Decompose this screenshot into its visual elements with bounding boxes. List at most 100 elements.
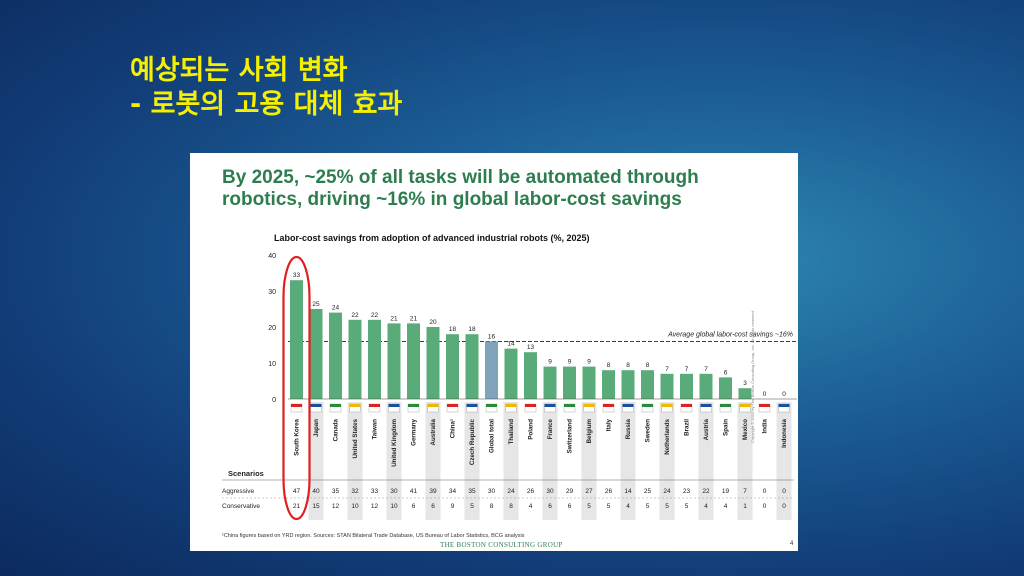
column-band [581, 402, 597, 520]
bar-value-label: 8 [607, 362, 611, 369]
category-label: Switzerland [567, 419, 574, 454]
scenario-value: 5 [607, 503, 611, 510]
bar [621, 370, 635, 399]
bar-value-label: 24 [332, 305, 340, 312]
category-label: China¹ [450, 419, 457, 438]
bar [446, 334, 459, 399]
slide-title-line2: - 로봇의 고용 대체 효과 [130, 89, 403, 120]
scenario-value: 7 [743, 488, 747, 495]
scenario-value: 0 [782, 488, 786, 495]
scenario-value: 35 [468, 488, 476, 495]
scenario-value: 12 [332, 503, 340, 510]
category-label: Mexico [742, 419, 749, 440]
scenario-row-label: Aggressive [222, 488, 255, 495]
bar-value-label: 0 [782, 391, 786, 398]
bar [465, 334, 479, 399]
scenario-value: 21 [293, 503, 301, 510]
scenario-value: 34 [449, 488, 457, 495]
scenario-value: 22 [702, 488, 710, 495]
flag-icon-stripe [427, 404, 439, 407]
chart-panel: By 2025, ~25% of all tasks will be autom… [190, 153, 798, 551]
flag-icon-stripe [408, 404, 419, 407]
category-label: Taiwan [372, 419, 379, 440]
scenario-value: 0 [763, 488, 767, 495]
category-label: Global total [489, 419, 496, 453]
chart-title: Labor-cost savings from adoption of adva… [274, 233, 590, 243]
bar [329, 312, 342, 399]
scenario-value: 12 [371, 503, 379, 510]
scenario-value: 8 [509, 503, 513, 510]
scenario-value: 15 [312, 503, 320, 510]
scenario-value: 5 [646, 503, 650, 510]
category-label: Netherlands [664, 418, 671, 454]
flag-icon-stripe [583, 404, 595, 407]
bar [407, 323, 420, 399]
column-band [386, 402, 402, 520]
scenario-value: 6 [431, 503, 435, 510]
category-label: Belgium [586, 419, 593, 444]
bar-value-label: 18 [468, 326, 476, 333]
bar-value-label: 22 [371, 312, 379, 319]
scenario-value: 30 [488, 488, 496, 495]
y-tick-label: 20 [268, 325, 276, 332]
scenario-value: 25 [644, 488, 652, 495]
scenario-value: 4 [529, 503, 533, 510]
bar-value-label: 14 [507, 341, 515, 348]
bar-value-label: 8 [626, 362, 630, 369]
scenario-value: 24 [663, 488, 671, 495]
scenario-value: 4 [626, 503, 630, 510]
scenario-value: 5 [665, 503, 669, 510]
flag-icon-stripe [291, 404, 302, 407]
scenario-value: 24 [507, 488, 515, 495]
flag-icon-stripe [525, 404, 536, 407]
scenario-value: 8 [490, 503, 494, 510]
bar [602, 370, 615, 399]
column-band [776, 402, 792, 520]
scenario-value: 4 [724, 503, 728, 510]
flag-icon-stripe [622, 404, 634, 407]
scenario-value: 5 [587, 503, 591, 510]
flag-icon-stripe [739, 404, 751, 407]
bar [563, 366, 576, 399]
scenario-row-label: Conservative [222, 503, 260, 510]
bar-value-label: 13 [527, 344, 535, 351]
category-label: Russia [625, 418, 632, 439]
scenario-value: 6 [548, 503, 552, 510]
scenario-value: 26 [605, 488, 613, 495]
brand-logo-text: THE BOSTON CONSULTING GROUP [440, 541, 563, 549]
bar [738, 388, 752, 399]
bar-value-label: 18 [449, 326, 457, 333]
scenario-value: 10 [390, 503, 398, 510]
category-label: France [547, 418, 554, 439]
bar [426, 327, 440, 399]
bar-value-label: 16 [488, 333, 496, 340]
bar-value-label: 20 [429, 319, 437, 326]
column-band [698, 402, 714, 520]
headline-line2: robotics, driving ~16% in global labor-c… [222, 189, 682, 210]
category-label: Japan [313, 419, 320, 437]
scenarios-header: Scenarios [228, 469, 264, 478]
scenario-value: 27 [585, 488, 593, 495]
category-label: Australia [430, 418, 437, 445]
scenario-value: 19 [722, 488, 730, 495]
scenario-value: 6 [412, 503, 416, 510]
scenario-value: 33 [371, 488, 379, 495]
scenario-value: 30 [390, 488, 398, 495]
flag-icon-stripe [388, 404, 400, 407]
bar-value-label: 6 [724, 369, 728, 376]
y-tick-label: 40 [268, 253, 276, 260]
flag-icon-stripe [661, 404, 673, 407]
bar-value-label: 21 [390, 315, 398, 322]
column-band [347, 402, 363, 520]
column-band [659, 402, 675, 520]
scenario-value: 26 [527, 488, 535, 495]
bar [543, 366, 557, 399]
column-band [308, 402, 324, 520]
bar [387, 323, 401, 399]
scenario-value: 23 [683, 488, 691, 495]
scenario-value: 35 [332, 488, 340, 495]
bar-value-label: 3 [743, 380, 747, 387]
scenario-value: 30 [546, 488, 554, 495]
column-band [737, 402, 753, 520]
flag-icon-stripe [544, 404, 556, 407]
